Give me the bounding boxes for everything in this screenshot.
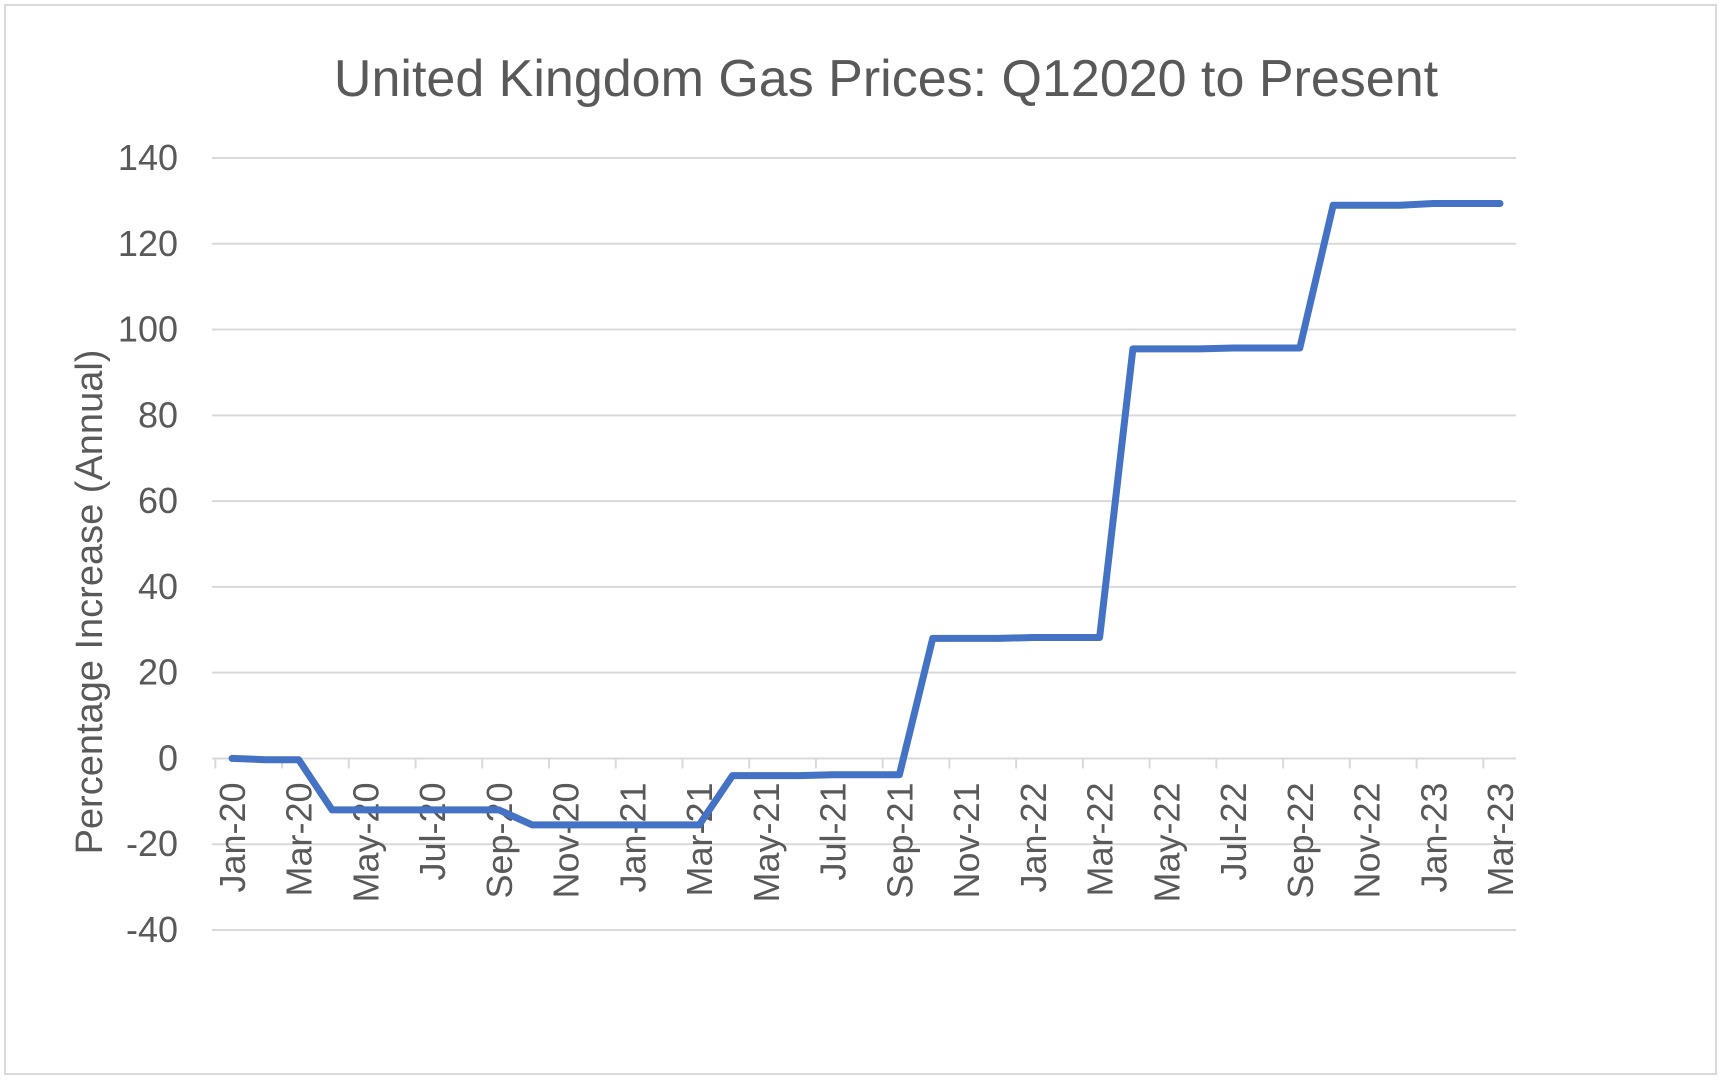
x-tick-label: May-22	[1146, 782, 1187, 902]
x-axis	[212, 757, 1516, 769]
chart-title: United Kingdom Gas Prices: Q12020 to Pre…	[334, 50, 1439, 108]
y-tick-labels: -40 -20 0 20 40 60 80 100 120 140	[118, 137, 178, 950]
x-tick-label: Sep-20	[479, 782, 520, 898]
x-tick-label: Jul-22	[1213, 782, 1254, 880]
x-tick-label: Sep-21	[879, 782, 920, 898]
y-tick-label: 40	[138, 566, 178, 607]
x-tick-label: Mar-23	[1480, 782, 1521, 896]
y-tick-label: 80	[138, 394, 178, 435]
y-tick-label: 0	[158, 737, 178, 778]
y-tick-label: 140	[118, 137, 178, 178]
x-tick-label: Jul-21	[813, 782, 854, 880]
y-tick-label: 120	[118, 223, 178, 264]
y-tick-label: -40	[126, 909, 178, 950]
x-tick-label: Nov-20	[546, 782, 587, 898]
chart-container: United Kingdom Gas Prices: Q12020 to Pre…	[4, 4, 1717, 1075]
x-tick-label: Jan-23	[1413, 782, 1454, 892]
x-tick-label: Jan-21	[612, 782, 653, 892]
x-tick-label: Mar-22	[1080, 782, 1121, 896]
y-axis-label: Percentage Increase (Annual)	[69, 350, 111, 855]
x-tick-labels: Jan-20 Mar-20 May-20 Jul-20 Sep-20 Nov-20 Jan-…	[212, 782, 1521, 902]
y-tick-label: 100	[118, 309, 178, 350]
x-tick-label: Mar-20	[279, 782, 320, 896]
series-line	[228, 200, 1504, 829]
x-tick-label: Nov-22	[1347, 782, 1388, 898]
x-tick-label: Sep-22	[1280, 782, 1321, 898]
x-tick-label: May-21	[746, 782, 787, 902]
y-tick-label: 60	[138, 480, 178, 521]
y-tick-label: -20	[126, 823, 178, 864]
x-tick-label: Nov-21	[946, 782, 987, 898]
x-tick-label: Jan-22	[1013, 782, 1054, 892]
gridlines	[212, 157, 1516, 931]
x-tick-label: Jul-20	[412, 782, 453, 880]
x-tick-label: May-20	[346, 782, 387, 902]
line-chart: United Kingdom Gas Prices: Q12020 to Pre…	[69, 50, 1521, 950]
x-tick-label: Jan-20	[212, 782, 253, 892]
y-tick-label: 20	[138, 652, 178, 693]
series-layer	[228, 200, 1504, 829]
